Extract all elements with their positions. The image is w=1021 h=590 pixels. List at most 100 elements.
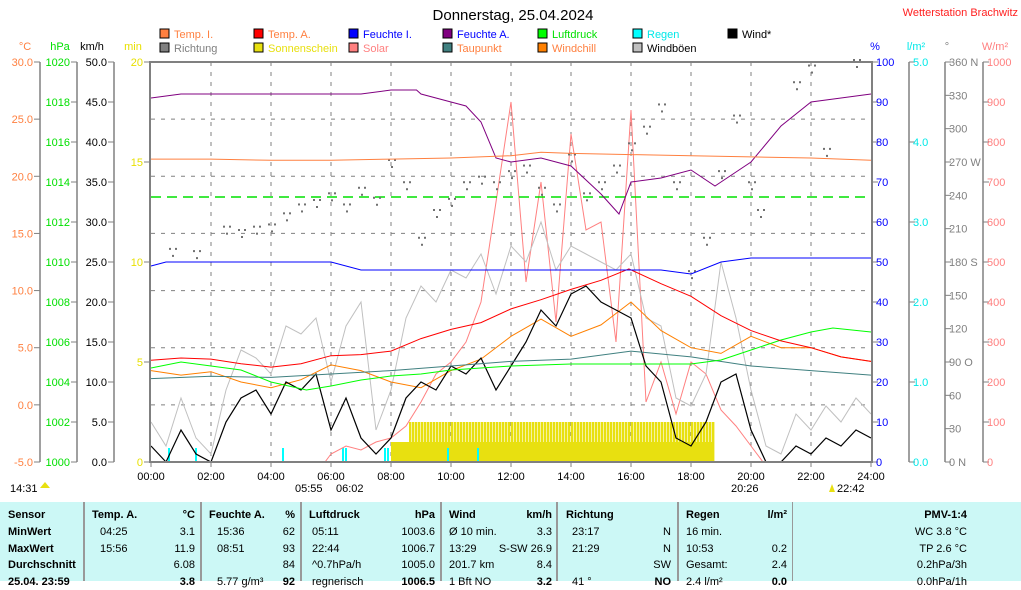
- table-row: MinWert 04:25 3.1 15:36 62 05:11 1003.6 Ø 10 mi…: [0, 524, 1021, 540]
- cell-pmv: 0.2hPa/3h: [916, 559, 967, 571]
- legend-swatch: [727, 28, 738, 39]
- direction-point: [421, 243, 423, 246]
- cell-rain-t: 10:53: [686, 542, 714, 555]
- axis-tick-label: 1004: [46, 377, 70, 389]
- direction-point: [649, 125, 651, 128]
- axis-tick-label: 20.0: [86, 297, 107, 309]
- axis-tick-label: 15: [131, 157, 143, 169]
- series-luftdruck: [150, 327, 872, 391]
- axis-tick-label: 360 N: [949, 57, 978, 69]
- axis-tick-label: 15.0: [12, 228, 33, 240]
- direction-point: [343, 203, 345, 206]
- cell-hum-t: 15:36: [217, 526, 245, 538]
- cell-rain-v: 0.0: [771, 575, 787, 588]
- direction-point: [379, 196, 381, 199]
- axis-tick-label: 25.0: [12, 114, 33, 126]
- direction-point: [616, 171, 618, 174]
- axis-tick-label: 10.0: [86, 377, 107, 389]
- axis-tick-label: 4.0: [913, 137, 928, 149]
- direction-point: [760, 216, 762, 218]
- legend-label: Feuchte I.: [363, 29, 412, 41]
- axis-tick-label: 3.0: [913, 217, 928, 229]
- axis-tick-label: 700: [987, 177, 1005, 189]
- cell-hum-t: 08:51: [217, 542, 245, 555]
- cell-wind-v: S-SW 26.9: [498, 542, 552, 555]
- cell-dir-t: 21:29: [572, 542, 600, 555]
- direction-point: [799, 81, 801, 84]
- axis-tick-label: 1000: [987, 57, 1011, 69]
- direction-point: [466, 188, 468, 191]
- direction-point: [271, 230, 273, 233]
- direction-point: [694, 270, 696, 273]
- direction-point: [823, 147, 825, 150]
- x-tick-label: 18:00: [677, 471, 705, 483]
- direction-point: [814, 64, 816, 67]
- axis-tick-label: 5.0: [92, 417, 107, 429]
- direction-point: [388, 159, 390, 161]
- direction-point: [859, 59, 861, 61]
- direction-point: [328, 192, 330, 195]
- direction-point: [439, 209, 441, 211]
- axis-unit-label: hPa: [50, 41, 70, 53]
- axis-tick-label: 900: [987, 97, 1005, 109]
- direction-point: [664, 103, 666, 106]
- direction-point: [241, 236, 243, 238]
- cell-rain-v: 2.4: [771, 559, 787, 571]
- direction-point: [508, 170, 510, 173]
- axis-tick-label: 50.0: [86, 57, 107, 69]
- axis-tick-label: 50: [876, 257, 888, 269]
- axis-tick-label: 10: [131, 257, 143, 269]
- cell-label: Durchschnitt: [8, 559, 76, 571]
- divider: [677, 502, 679, 581]
- direction-point: [256, 232, 258, 235]
- direction-point: [706, 243, 708, 246]
- legend-label: Luftdruck: [552, 29, 598, 41]
- axis-tick-label: 210: [949, 224, 967, 236]
- axis-tick-label: 240: [949, 190, 967, 202]
- direction-point: [313, 199, 315, 201]
- direction-point: [358, 186, 360, 189]
- moon-time: 22:42: [837, 483, 865, 495]
- legend-label: Regen: [647, 29, 679, 41]
- series-windb-en: [150, 220, 872, 456]
- sunrise-time-2: 06:02: [336, 483, 364, 495]
- direction-point: [193, 250, 195, 253]
- legend-swatch: [159, 42, 170, 53]
- cell-wind-v: 3.3: [536, 526, 552, 538]
- moon-icon: [829, 484, 835, 492]
- legend-label: Temp. I.: [174, 29, 213, 41]
- axis-tick-label: 1020: [46, 57, 70, 69]
- cell-dir-v: N: [663, 542, 671, 555]
- direction-point: [739, 114, 741, 117]
- axis-tick-label: 600: [987, 217, 1005, 229]
- direction-point: [619, 164, 621, 167]
- cell-temp-t: 04:25: [100, 526, 128, 538]
- header-wind-unit: km/h: [526, 509, 552, 521]
- axis-tick-label: 30: [876, 337, 888, 349]
- header-pressure-unit: hPa: [414, 509, 435, 521]
- cell-hum-v: 84: [282, 559, 295, 571]
- direction-point: [529, 164, 531, 167]
- direction-point: [238, 229, 240, 231]
- series-solar: [151, 101, 871, 463]
- axis-tick-label: 800: [987, 137, 1005, 149]
- direction-point: [796, 88, 798, 91]
- direction-point: [658, 103, 660, 106]
- direction-point: [319, 199, 321, 201]
- axis-tick-label: 2.0: [913, 297, 928, 309]
- direction-point: [364, 186, 366, 189]
- x-tick-label: 12:00: [497, 471, 525, 483]
- cell-rain-t: 2.4 l/m²: [686, 575, 723, 588]
- axis-tick-label: 5.0: [913, 57, 928, 69]
- direction-point: [469, 181, 471, 184]
- direction-point: [589, 192, 591, 195]
- direction-point: [559, 203, 561, 206]
- axis-tick-label: 10: [876, 417, 888, 429]
- cell-press-t: 22:44: [312, 542, 340, 555]
- x-tick-label: 24:00: [857, 471, 885, 483]
- cell-hum-v: 92: [282, 575, 295, 588]
- legend: Temp. I. Temp. A. Feuchte I. Feuchte A. Luft…: [159, 28, 772, 55]
- direction-point: [748, 181, 750, 184]
- axis-tick-label: 90 O: [949, 357, 973, 369]
- direction-point: [514, 170, 516, 173]
